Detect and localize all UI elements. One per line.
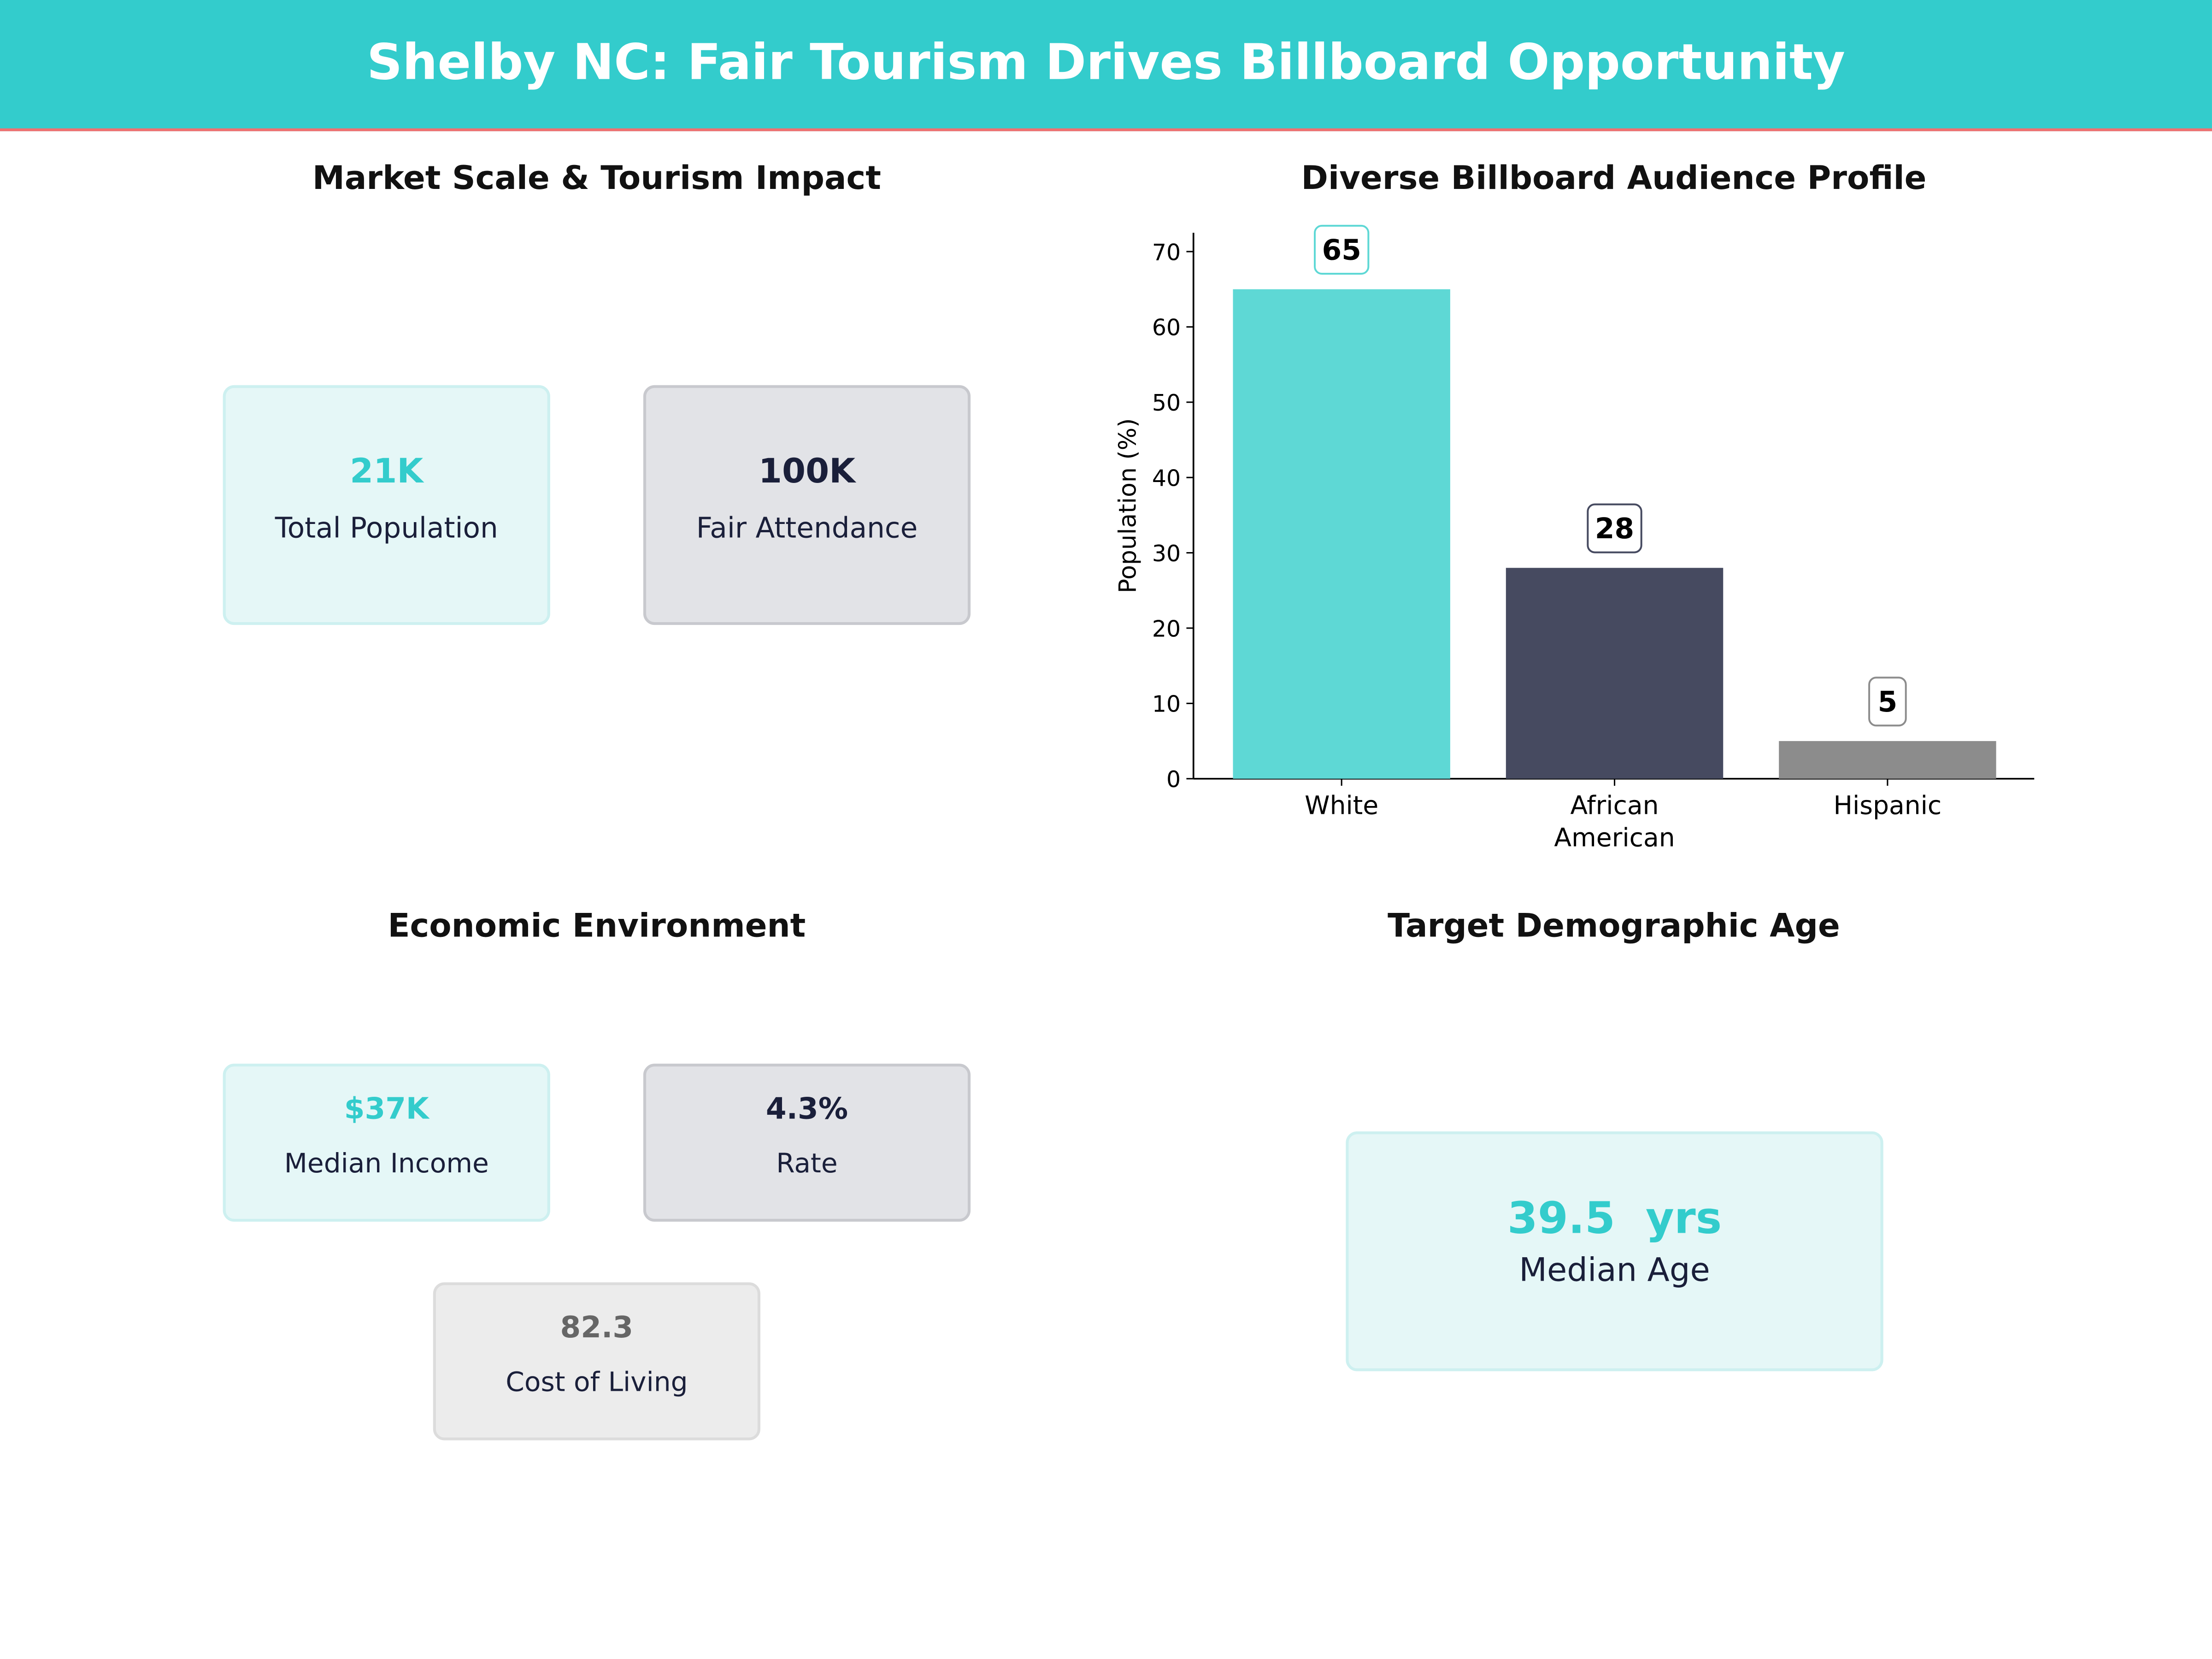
fair-attendance-value: 100K [758,451,856,491]
bar [1779,741,1996,779]
economic-panel-title: Economic Environment [388,908,806,946]
data-label-box [1587,503,1642,553]
age-panel-title: Target Demographic Age [1388,908,1840,946]
market-panel-title: Market Scale & Tourism Impact [312,160,881,198]
total-population-value: 21K [350,451,424,491]
median-income-card: $37K Median Income [223,1064,550,1222]
x-tick-label: African [1571,790,1659,820]
y-tick-label: 30 [1152,541,1181,567]
y-tick-label: 60 [1152,315,1181,341]
total-population-label: Total Population [275,511,498,545]
bar [1506,568,1724,779]
data-label-box [1314,224,1370,275]
y-tick-label: 10 [1152,691,1181,718]
data-label: 28 [1595,512,1634,545]
bar [1233,289,1450,779]
cost-of-living-card: 82.3 Cost of Living [433,1282,760,1441]
total-population-card: 21K Total Population [223,385,550,625]
y-tick-label: 0 [1166,766,1181,793]
rate-value: 4.3% [765,1092,848,1126]
fair-attendance-card: 100K Fair Attendance [643,385,971,625]
x-tick-label: American [1554,823,1675,853]
y-tick-label: 50 [1152,390,1181,416]
y-tick-label: 20 [1152,616,1181,642]
median-age-label: Median Age [1519,1253,1710,1289]
cost-of-living-value: 82.3 [560,1310,634,1345]
y-axis-label: Population (%) [1114,418,1141,593]
x-tick-label: White [1305,790,1378,820]
chart-title: Diverse Billboard Audience Profile [1301,160,1927,198]
data-label-box [1868,677,1907,727]
data-label: 5 [1878,686,1898,718]
header-bar: Shelby NC: Fair Tourism Drives Billboard… [0,0,2212,131]
rate-label: Rate [776,1148,838,1180]
median-age-card: 39.5 yrs Median Age [1346,1131,1883,1371]
x-tick-label: Hispanic [1834,790,1942,820]
fair-attendance-label: Fair Attendance [696,511,918,545]
y-tick-label: 70 [1152,239,1181,265]
data-label: 65 [1322,234,1361,266]
rate-card: 4.3% Rate [643,1064,971,1222]
page-title: Shelby NC: Fair Tourism Drives Billboard… [366,35,1846,92]
median-income-label: Median Income [284,1148,489,1180]
median-age-value: 39.5 yrs [1507,1193,1722,1244]
median-income-value: $37K [344,1092,429,1126]
y-tick-label: 40 [1152,465,1181,492]
cost-of-living-label: Cost of Living [506,1367,688,1398]
